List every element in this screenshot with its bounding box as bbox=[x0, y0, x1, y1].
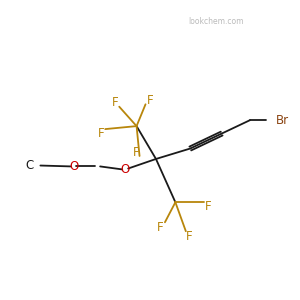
Text: F: F bbox=[112, 96, 119, 109]
Text: F: F bbox=[133, 146, 140, 160]
Text: F: F bbox=[157, 221, 164, 234]
Text: Br: Br bbox=[276, 114, 290, 127]
Text: F: F bbox=[205, 200, 211, 213]
Text: F: F bbox=[147, 94, 153, 107]
Text: O: O bbox=[120, 163, 129, 176]
Text: O: O bbox=[69, 160, 79, 173]
Text: F: F bbox=[98, 127, 104, 140]
Text: C: C bbox=[25, 159, 33, 172]
Text: lookchem.com: lookchem.com bbox=[188, 17, 243, 26]
Text: F: F bbox=[185, 230, 192, 243]
